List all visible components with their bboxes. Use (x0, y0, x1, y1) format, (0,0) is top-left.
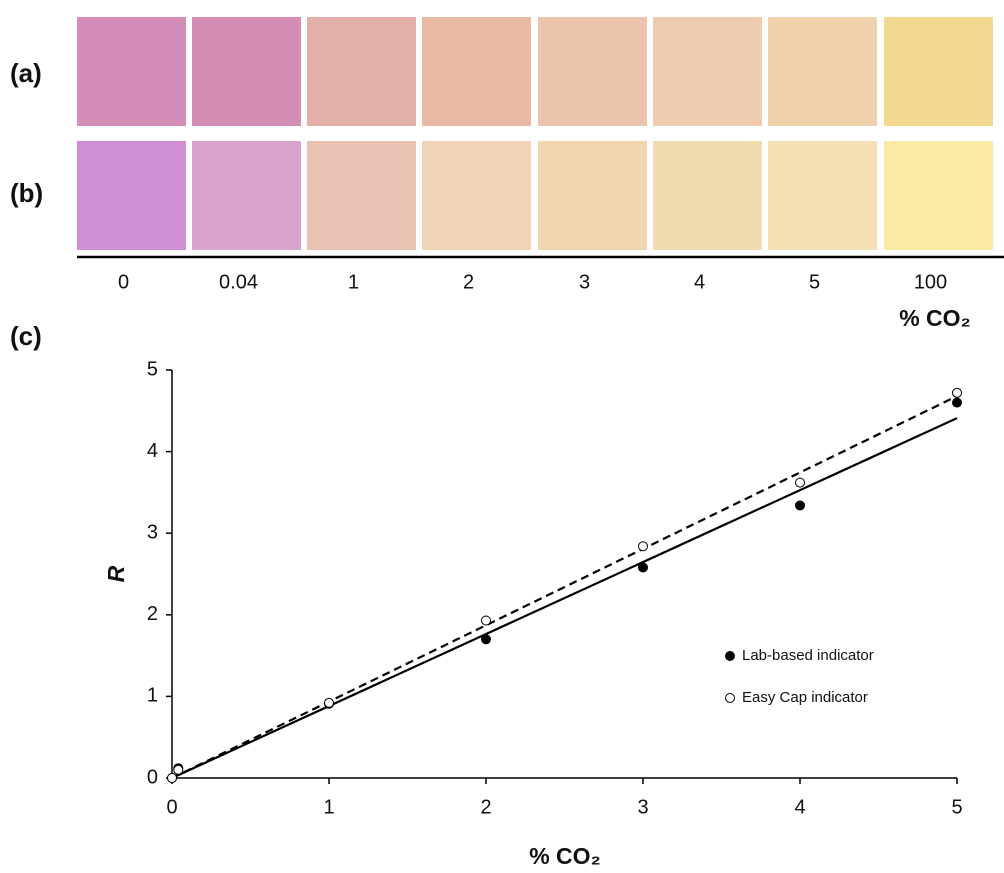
x-tick-label: 5 (951, 796, 962, 818)
swatch (653, 17, 762, 126)
x-tick-label: 2 (480, 796, 491, 818)
point (796, 501, 805, 510)
concentration-label: 100 (914, 271, 947, 293)
x-tick-label: 4 (794, 796, 805, 818)
swatch (884, 17, 993, 126)
y-tick-label: 2 (147, 603, 158, 625)
swatch (768, 17, 877, 126)
x-tick-label: 1 (323, 796, 334, 818)
point (482, 616, 491, 625)
x-tick-label: 3 (637, 796, 648, 818)
unit-label: % CO₂ (899, 305, 971, 331)
point (796, 478, 805, 487)
concentration-label: 5 (809, 271, 820, 293)
legend-marker (726, 652, 735, 661)
y-tick-label: 5 (147, 358, 158, 380)
point (953, 398, 962, 407)
concentration-label: 1 (348, 271, 359, 293)
point (482, 635, 491, 644)
swatch (307, 141, 416, 250)
x-axis-title: % CO₂ (529, 843, 601, 869)
legend-label: Lab-based indicator (742, 647, 874, 664)
x-tick-label: 0 (166, 796, 177, 818)
swatch (653, 141, 762, 250)
concentration-label: 3 (579, 271, 590, 293)
swatch (192, 141, 301, 250)
swatch (768, 141, 877, 250)
swatch (422, 141, 531, 250)
point (639, 563, 648, 572)
trendline (172, 396, 957, 778)
y-tick-label: 0 (147, 766, 158, 788)
y-axis-title: R (103, 565, 129, 582)
swatch (77, 141, 186, 250)
panel-label: (a) (10, 58, 42, 88)
panel-label: (b) (10, 178, 43, 208)
swatch (307, 17, 416, 126)
concentration-label: 0 (118, 271, 129, 293)
swatch (538, 141, 647, 250)
panel-label: (c) (10, 321, 42, 351)
y-tick-label: 4 (147, 440, 158, 462)
legend-marker (726, 694, 735, 703)
point (953, 388, 962, 397)
trendline (172, 418, 957, 778)
concentration-label: 2 (463, 271, 474, 293)
swatch (538, 17, 647, 126)
swatch (422, 17, 531, 126)
swatch (192, 17, 301, 126)
concentration-label: 0.04 (219, 271, 258, 293)
swatch (77, 17, 186, 126)
concentration-label: 4 (694, 271, 705, 293)
legend-label: Easy Cap indicator (742, 689, 868, 706)
point (168, 774, 177, 783)
point (325, 698, 334, 707)
point (639, 542, 648, 551)
y-tick-label: 1 (147, 685, 158, 707)
point (174, 765, 183, 774)
figure: (a) (b) % CO₂ (c) % CO₂ R 0 0.04 1 2 3 4 5 100 0… (0, 0, 1004, 873)
swatch (884, 141, 993, 250)
y-tick-label: 3 (147, 521, 158, 543)
